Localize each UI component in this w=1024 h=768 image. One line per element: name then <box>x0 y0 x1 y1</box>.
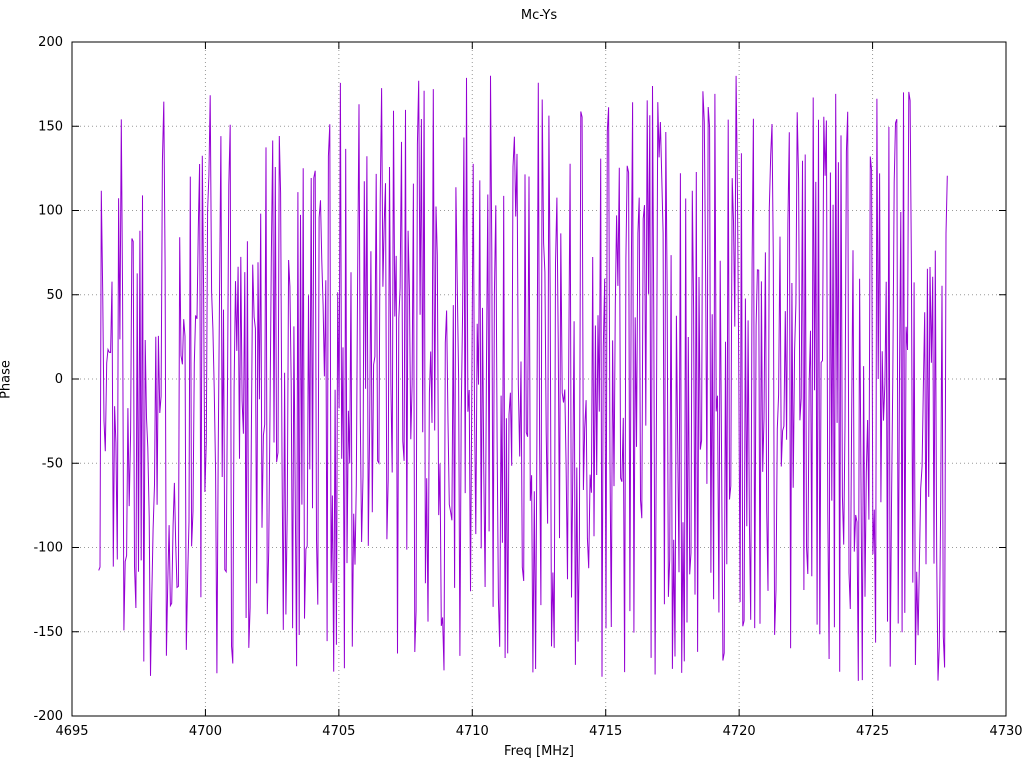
y-tick-label: 0 <box>55 372 63 387</box>
data-series-line <box>98 75 948 681</box>
x-tick-label: 4710 <box>456 724 489 739</box>
y-tick-label: 200 <box>38 35 63 50</box>
y-tick-label: 100 <box>38 204 63 219</box>
y-tick-label: -150 <box>33 625 63 640</box>
y-tick-label: -100 <box>33 541 63 556</box>
y-tick-label: 150 <box>38 119 63 134</box>
x-tick-label: 4725 <box>856 724 889 739</box>
chart-title: Mc-Ys <box>520 8 558 23</box>
x-tick-label: 4720 <box>723 724 756 739</box>
y-tick-label: -200 <box>33 709 63 724</box>
y-tick-label: -50 <box>42 456 63 471</box>
x-tick-label: 4705 <box>322 724 355 739</box>
x-tick-label: 4695 <box>55 724 88 739</box>
x-tick-label: 4730 <box>989 724 1022 739</box>
y-axis-label: Phase <box>0 360 14 399</box>
x-tick-label: 4700 <box>189 724 222 739</box>
x-axis-label: Freq [MHz] <box>504 744 574 759</box>
y-tick-label: 50 <box>46 288 63 303</box>
x-tick-label: 4715 <box>589 724 622 739</box>
